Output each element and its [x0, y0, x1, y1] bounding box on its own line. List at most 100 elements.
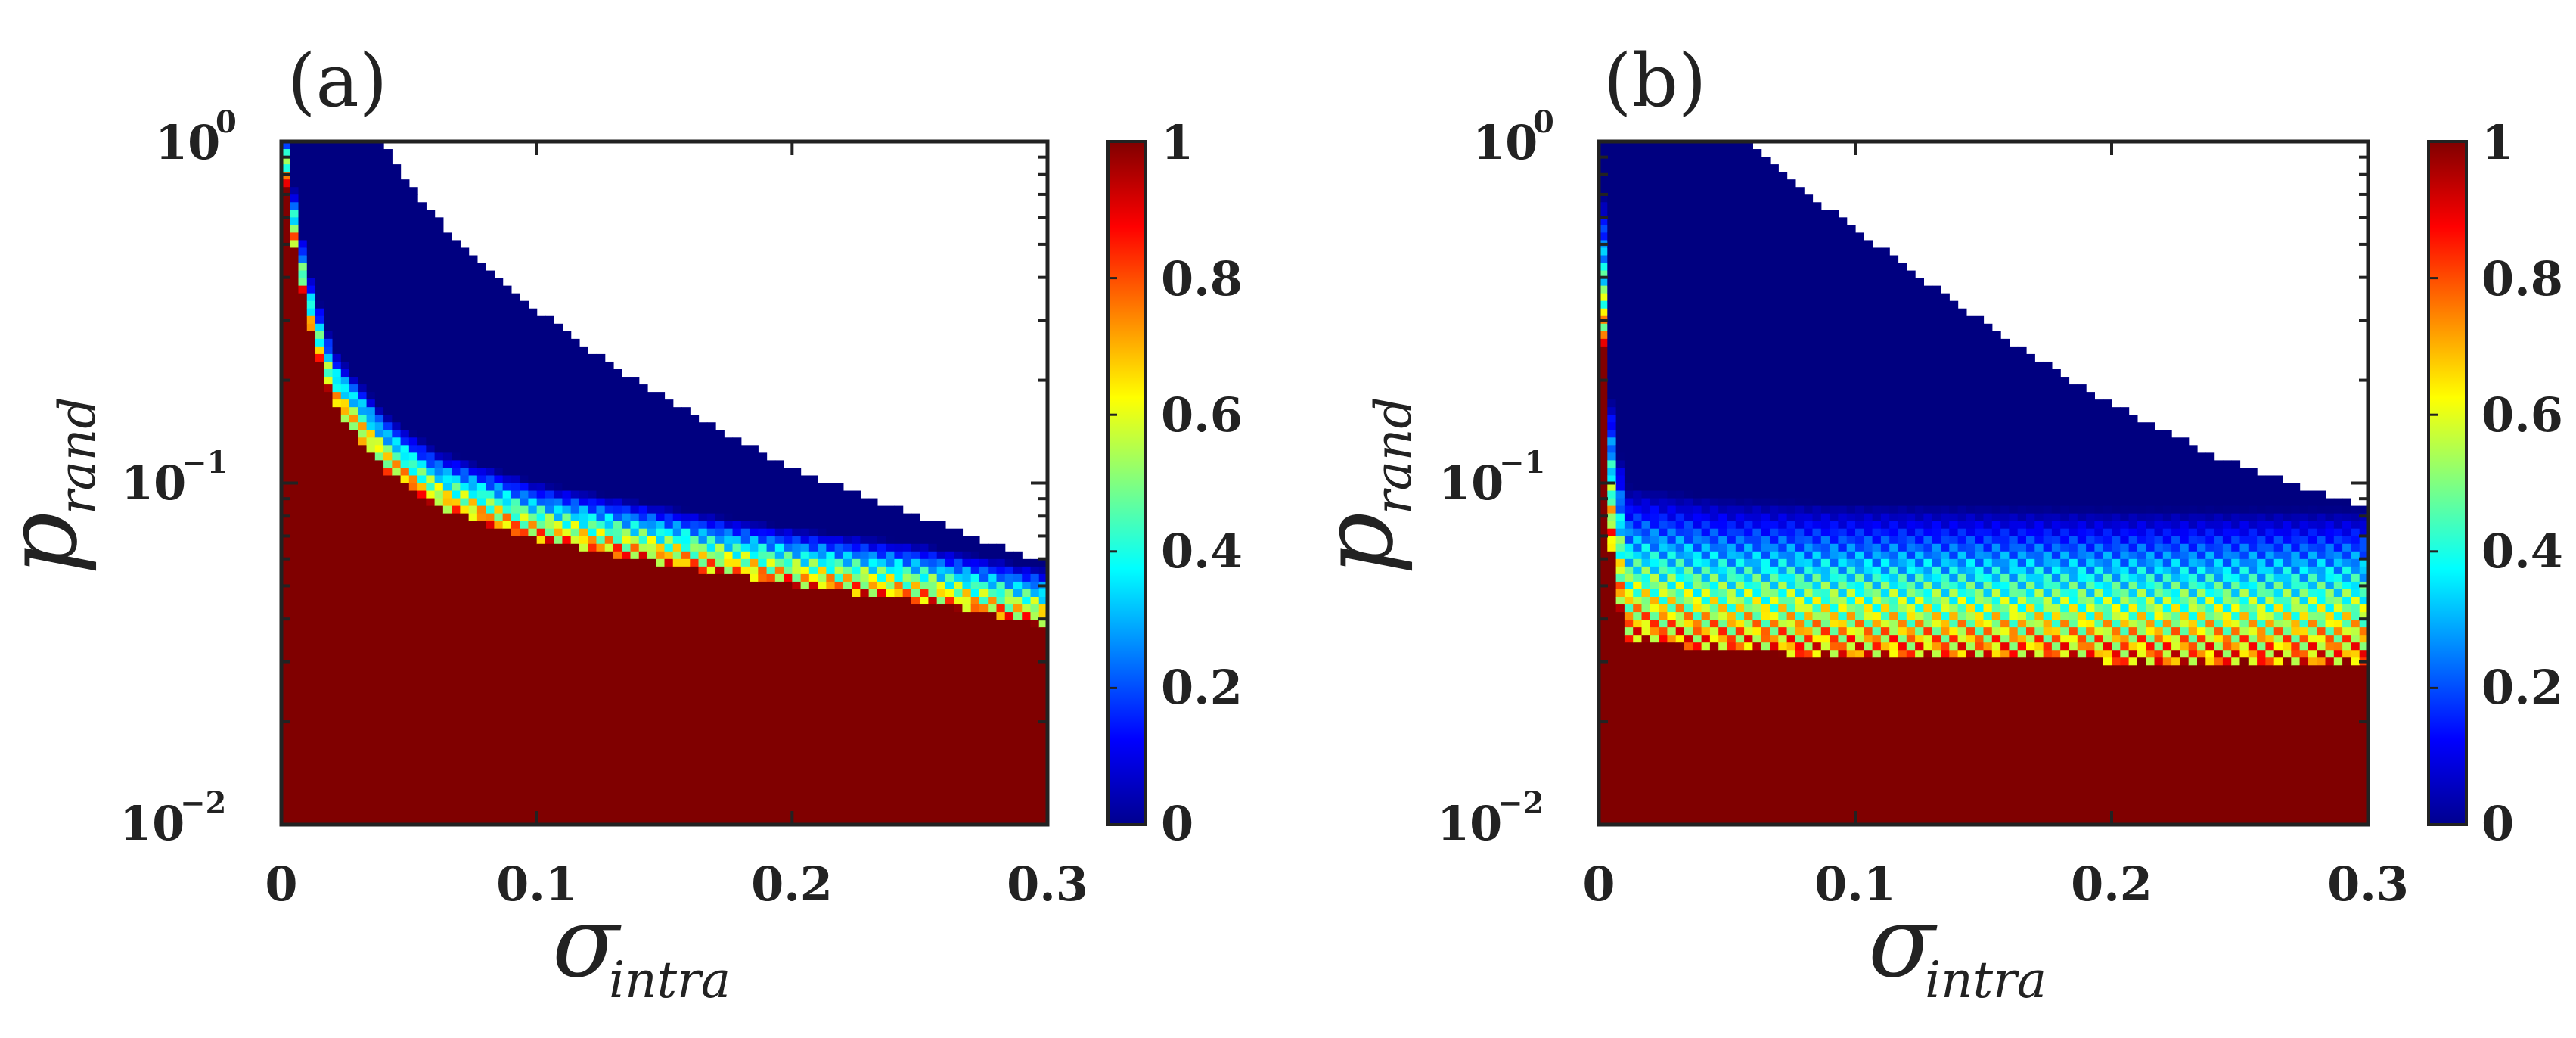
heatmap-cell — [740, 680, 750, 688]
heatmap-cell — [894, 726, 904, 735]
heatmap-cell — [400, 346, 410, 355]
heatmap-cell — [536, 763, 546, 772]
heatmap-cell — [358, 430, 368, 438]
heatmap-cell — [724, 756, 734, 765]
heatmap-cell — [715, 756, 725, 765]
heatmap-cell — [332, 536, 342, 545]
heatmap-cell — [638, 786, 648, 795]
heatmap-cell — [843, 620, 852, 628]
heatmap-cell — [843, 665, 852, 673]
heatmap-cell — [486, 468, 495, 477]
heatmap-cell — [834, 778, 844, 788]
heatmap-cell — [392, 392, 402, 400]
heatmap-cell — [290, 452, 299, 461]
heatmap-cell — [698, 566, 708, 575]
heatmap-cell — [400, 801, 410, 810]
heatmap-cell — [340, 581, 350, 590]
heatmap-cell — [290, 620, 299, 628]
heatmap-cell — [681, 710, 691, 719]
heatmap-cell — [486, 718, 495, 727]
heatmap-cell — [332, 384, 342, 393]
heatmap-cell — [511, 361, 520, 370]
heatmap-cell — [536, 695, 546, 704]
heatmap-cell — [340, 164, 350, 172]
heatmap-cell — [434, 726, 444, 735]
heatmap-cell — [928, 726, 938, 735]
heatmap-cell — [894, 748, 904, 757]
heatmap-cell — [690, 460, 700, 469]
heatmap-cell — [340, 543, 350, 552]
heatmap-cell — [374, 331, 384, 340]
heatmap-cell — [656, 718, 666, 727]
heatmap-cell — [570, 338, 580, 347]
heatmap-cell — [604, 369, 614, 378]
heatmap-cell — [486, 816, 495, 825]
heatmap-cell — [442, 543, 452, 552]
heatmap-cell — [800, 475, 810, 484]
heatmap-cell — [366, 315, 376, 325]
heatmap-cell — [604, 505, 614, 514]
heatmap-cell — [536, 430, 546, 438]
heatmap-cell — [715, 551, 725, 560]
heatmap-cell — [750, 650, 759, 658]
heatmap-cell — [732, 642, 742, 651]
heatmap-cell — [340, 710, 350, 719]
heatmap-cell — [706, 452, 716, 461]
heatmap-cell — [536, 703, 546, 712]
heatmap-cell — [588, 620, 597, 628]
heatmap-cell — [740, 521, 750, 530]
heatmap-cell — [486, 521, 495, 530]
heatmap-cell — [520, 733, 529, 742]
heatmap-cell — [945, 566, 954, 575]
heatmap-cell — [630, 399, 640, 408]
heatmap-cell — [826, 816, 836, 825]
heatmap-cell — [808, 794, 818, 803]
heatmap-cell — [613, 505, 622, 514]
heatmap-cell — [894, 635, 904, 643]
heatmap-cell — [358, 407, 368, 415]
heatmap-cell — [715, 627, 725, 636]
heatmap-cell — [486, 627, 495, 636]
heatmap-cell — [434, 270, 444, 279]
heatmap-cell — [672, 581, 682, 590]
heatmap-cell — [672, 763, 682, 772]
heatmap-cell — [442, 232, 452, 241]
heatmap-cell — [774, 809, 784, 818]
heatmap-cell — [358, 194, 368, 203]
heatmap-cell — [562, 635, 572, 643]
heatmap-cell — [630, 551, 640, 560]
heatmap-cell — [332, 164, 342, 172]
heatmap-cell — [520, 338, 529, 347]
heatmap-cell — [502, 581, 512, 590]
heatmap-cell — [706, 422, 716, 430]
heatmap-cell — [774, 673, 784, 681]
heatmap-cell — [622, 756, 632, 765]
heatmap-cell — [808, 513, 818, 522]
heatmap-cell — [486, 384, 495, 393]
heatmap-cell — [374, 179, 384, 188]
heatmap-cell — [349, 710, 358, 719]
heatmap-cell — [545, 528, 554, 537]
heatmap-cell — [570, 498, 580, 507]
heatmap-cell — [358, 369, 368, 378]
heatmap-cell — [340, 353, 350, 362]
heatmap-cell — [358, 141, 368, 150]
heatmap-cell — [315, 430, 324, 438]
heatmap-cell — [545, 620, 554, 628]
heatmap-cell — [596, 353, 606, 362]
heatmap-cell — [698, 597, 708, 605]
heatmap-cell — [281, 498, 290, 507]
panel-a: (a) 10 0 10 −1 10 −2 0 0.1 0.2 0.3 σ int… — [0, 39, 1243, 1009]
heatmap-cell — [340, 558, 350, 567]
heatmap-cell — [656, 445, 666, 453]
heatmap-cell — [818, 566, 827, 575]
heatmap-cell — [706, 581, 716, 590]
heatmap-cell — [468, 315, 478, 325]
heatmap-cell — [442, 597, 452, 605]
heatmap-cell — [358, 536, 368, 545]
heatmap-cell — [476, 756, 486, 765]
heatmap-cell — [554, 786, 563, 795]
heatmap-cell — [554, 589, 563, 598]
heatmap-cell — [298, 308, 308, 317]
heatmap-cell — [392, 597, 402, 605]
